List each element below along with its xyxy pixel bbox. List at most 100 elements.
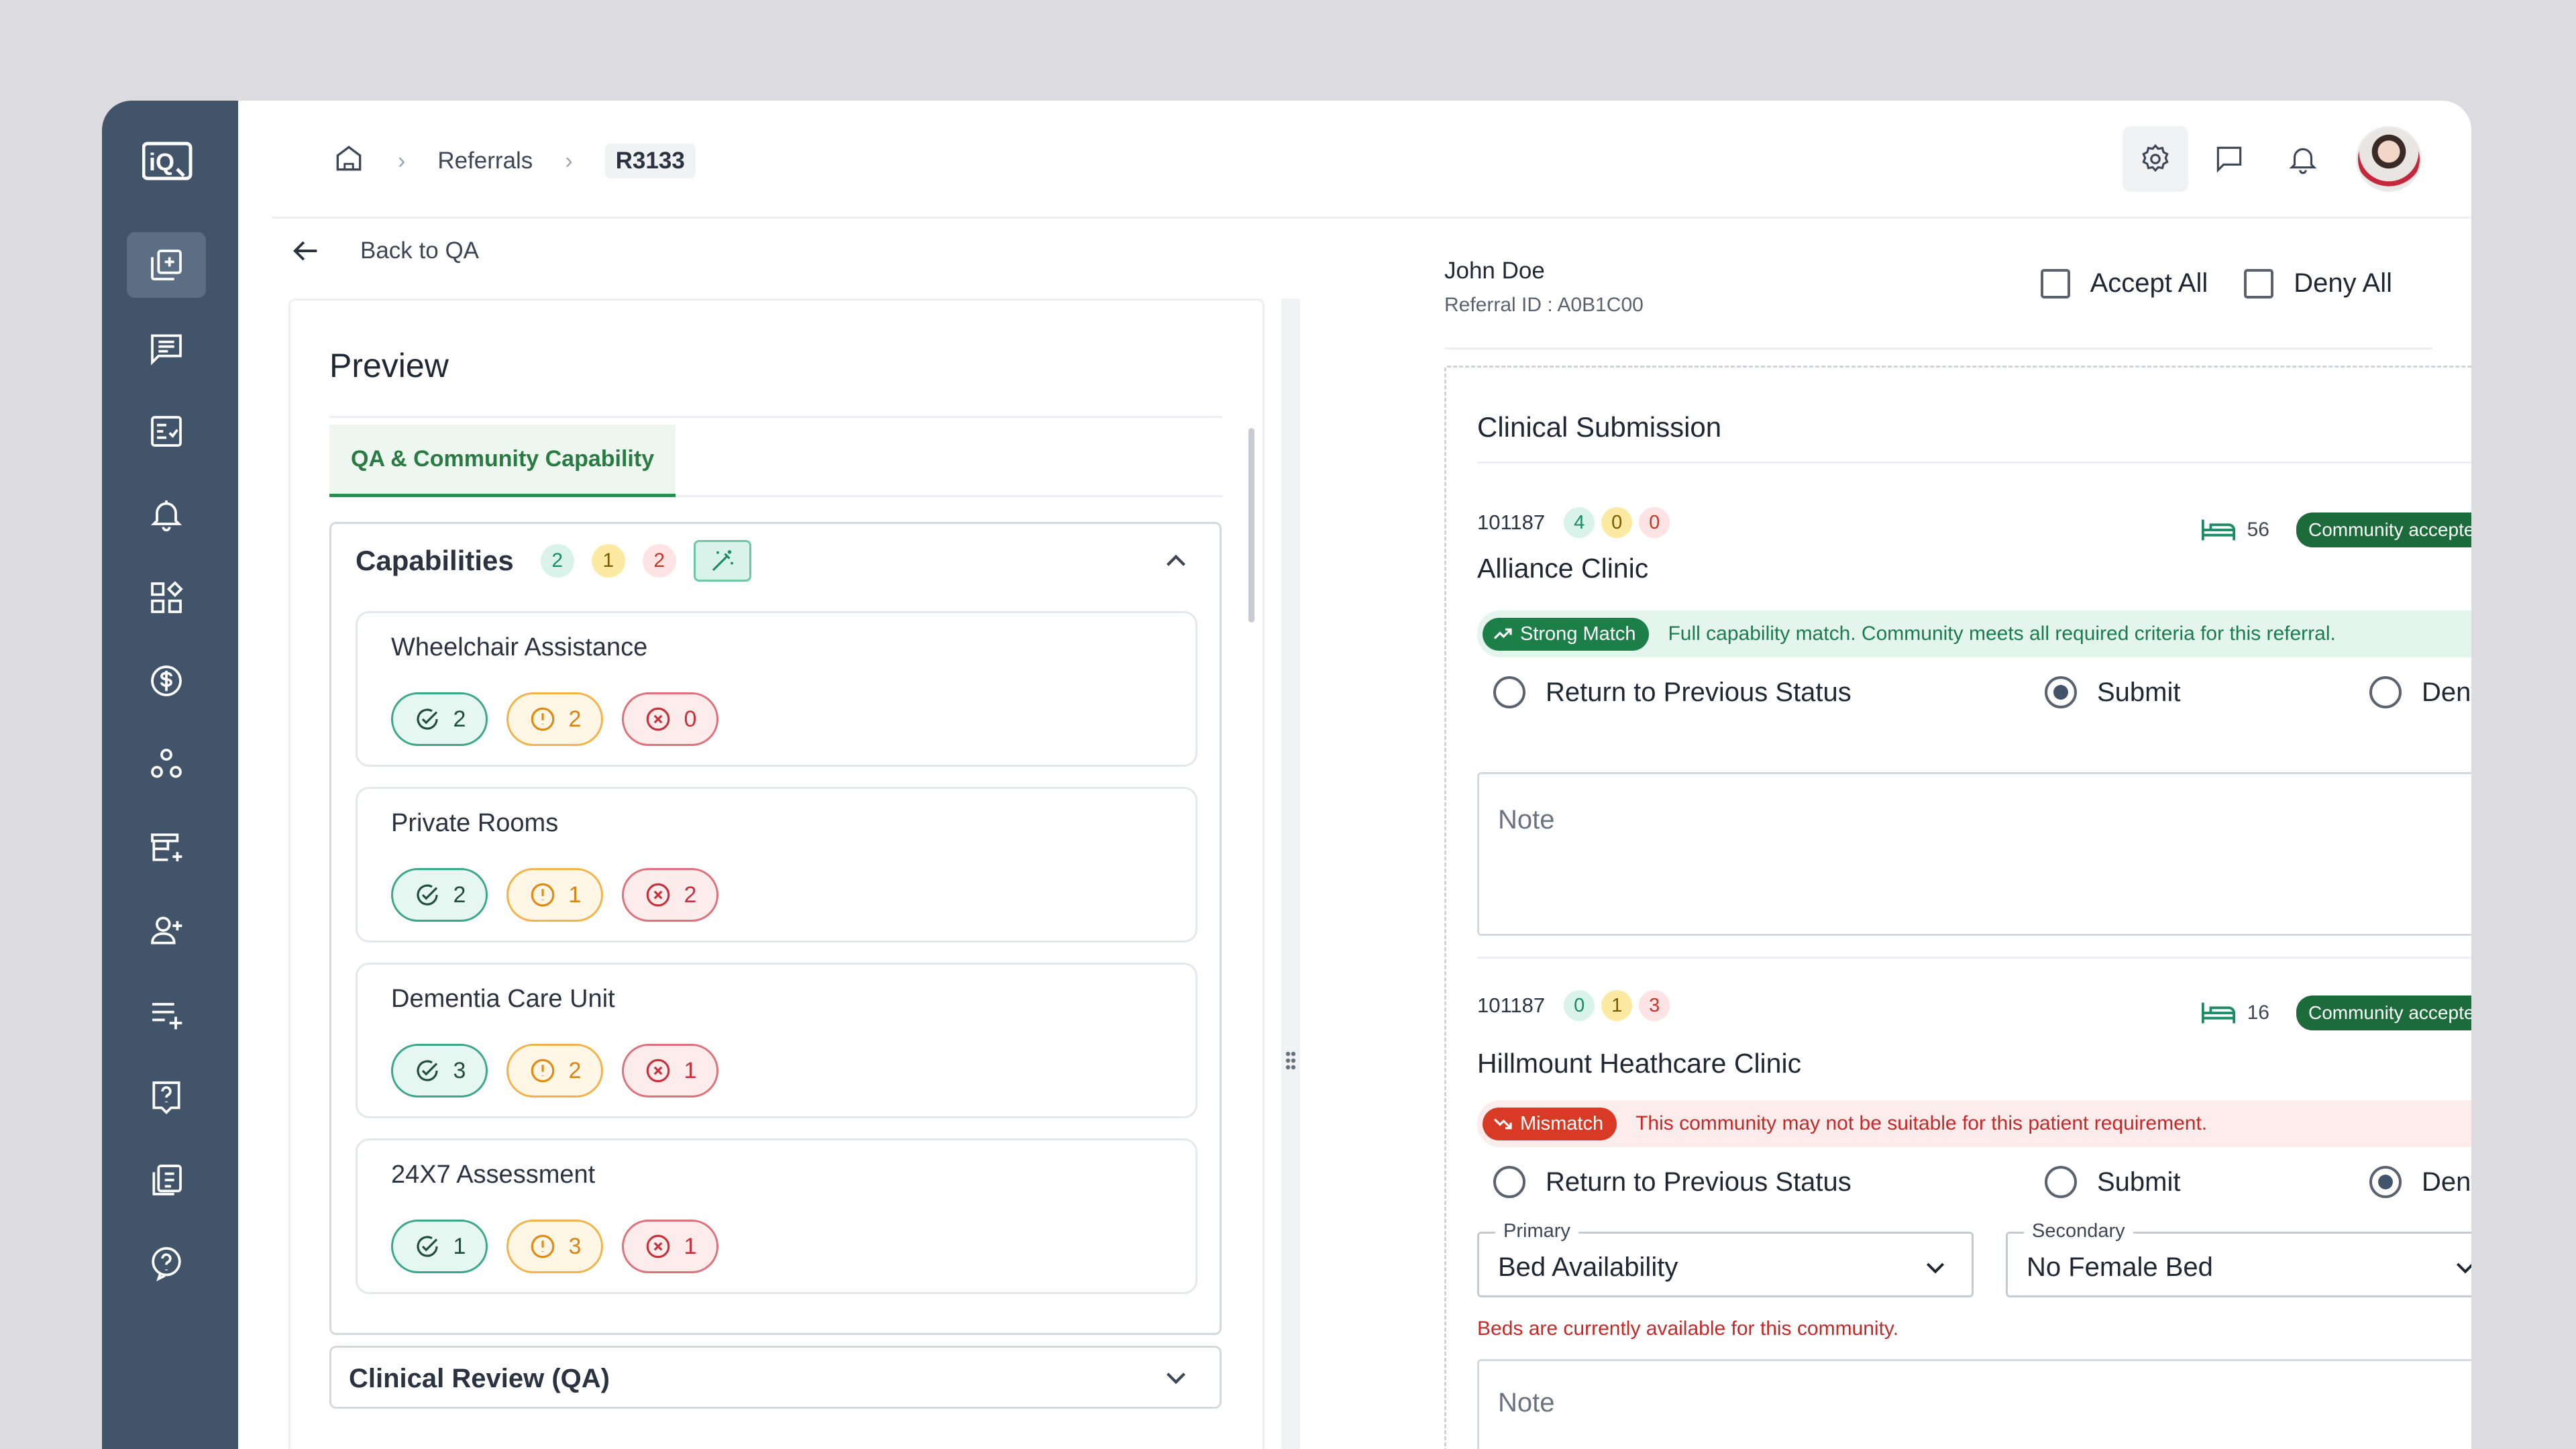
check-circle-icon: [417, 1236, 438, 1257]
tab-qa-community-capability[interactable]: QA & Community Capability: [329, 425, 676, 497]
sidebar-item-referrals[interactable]: [127, 232, 206, 298]
sidebar-item-add-user[interactable]: [127, 898, 206, 963]
preview-panel: Preview QA & Community Capability Capabi…: [288, 299, 1265, 1449]
bell-icon: [2289, 148, 2317, 174]
deny-all-label[interactable]: Deny All: [2294, 268, 2392, 298]
x-circle-icon: [646, 707, 669, 731]
pass-count-pill[interactable]: 2: [391, 692, 488, 746]
breadcrumb-current: R3133: [604, 144, 696, 178]
radio-deny[interactable]: Deny: [2369, 1166, 2471, 1198]
fail-count-pill[interactable]: 0: [622, 692, 718, 746]
help-circle-icon: [152, 1246, 181, 1282]
pass-count-pill[interactable]: 3: [391, 1044, 488, 1097]
sidebar-item-help[interactable]: [127, 1230, 206, 1296]
breadcrumb-referrals[interactable]: Referrals: [437, 148, 533, 174]
store-add-icon: [151, 833, 182, 861]
accept-all-label[interactable]: Accept All: [2090, 268, 2208, 298]
x-circle-icon: [646, 883, 669, 907]
app-logo[interactable]: iQ: [142, 140, 193, 182]
fail-count-pill[interactable]: 1: [622, 1220, 718, 1273]
add-user-icon: [151, 916, 182, 945]
preview-title: Preview: [329, 347, 449, 384]
sidebar-item-tasks[interactable]: [127, 398, 206, 464]
clinical-review-section[interactable]: Clinical Review (QA): [329, 1346, 1222, 1409]
svg-text:iQ: iQ: [149, 148, 174, 176]
radio-return-previous[interactable]: Return to Previous Status: [1493, 676, 1851, 708]
chevron-up-icon[interactable]: [1159, 544, 1193, 578]
alert-circle-icon: [531, 707, 554, 731]
radio-deny[interactable]: Deny: [2369, 676, 2471, 708]
radio-submit[interactable]: Submit: [2045, 676, 2181, 708]
count-badge-ok: 2: [540, 544, 574, 578]
sidebar-item-add-store[interactable]: [127, 814, 206, 880]
secondary-reason-select[interactable]: Secondary No Female Bed: [2006, 1220, 2471, 1297]
accept-all-checkbox[interactable]: [2040, 268, 2070, 299]
home-icon[interactable]: [332, 142, 366, 181]
deny-all-checkbox[interactable]: [2244, 268, 2274, 299]
sidebar-item-add-list[interactable]: [127, 981, 206, 1046]
radio-return-previous[interactable]: Return to Previous Status: [1493, 1166, 1851, 1198]
chevron-right-icon: ›: [565, 148, 573, 174]
warning-count-pill[interactable]: 2: [506, 692, 603, 746]
fail-count-pill[interactable]: 1: [622, 1044, 718, 1097]
avatar[interactable]: [2356, 126, 2422, 192]
count-badge-fail: 2: [642, 544, 676, 578]
bed-count: 16: [2247, 1002, 2269, 1024]
sidebar-item-community[interactable]: [127, 731, 206, 797]
chevron-down-icon: [1926, 1263, 1945, 1274]
notifications-button[interactable]: [2270, 126, 2336, 192]
mismatch-banner: Mismatch This community may not be suita…: [1477, 1100, 2471, 1147]
help-box-icon: [152, 1081, 180, 1114]
mismatch-text: This community may not be suitable for t…: [1635, 1112, 2208, 1134]
mismatch-chip: Mismatch: [1483, 1107, 1617, 1140]
pass-count-pill[interactable]: 1: [391, 1220, 488, 1273]
primary-reason-select[interactable]: Primary Bed Availability: [1477, 1220, 1974, 1297]
chat-icon: [2216, 146, 2242, 173]
sidebar-item-reports[interactable]: [127, 1147, 206, 1213]
clinical-submission-title: Clinical Submission: [1477, 411, 1722, 443]
chat-button[interactable]: [2196, 126, 2262, 192]
warning-count-pill[interactable]: 3: [506, 1220, 603, 1273]
fail-count-pill[interactable]: 2: [622, 868, 718, 922]
match-banner: Strong Match Full capability match. Comm…: [1477, 610, 2471, 657]
back-link[interactable]: Back to QA: [288, 233, 479, 268]
capabilities-header[interactable]: Capabilities 2 1 2: [356, 537, 751, 584]
resize-handle[interactable]: [1281, 299, 1300, 1449]
sidebar-item-widgets[interactable]: [127, 565, 206, 631]
widgets-icon: [151, 581, 183, 613]
check-circle-icon: [417, 884, 438, 906]
warning-count-pill[interactable]: 1: [506, 868, 603, 922]
note-field[interactable]: Note: [1477, 1359, 2471, 1449]
decision-radio-group: Return to Previous Status Submit Deny: [1493, 676, 2471, 716]
warning-count-pill[interactable]: 2: [506, 1044, 603, 1097]
capabilities-title: Capabilities: [356, 545, 514, 576]
x-circle-icon: [646, 1234, 669, 1258]
community-card: 101187 4 0 0 Alliance Clinic 56 Communit…: [1477, 507, 2471, 936]
primary-label: Primary: [1495, 1220, 1578, 1242]
magic-wand-button[interactable]: [693, 540, 751, 582]
radio-submit[interactable]: Submit: [2045, 1166, 2181, 1198]
community-name: Alliance Clinic: [1477, 553, 1649, 584]
note-field[interactable]: Note: [1477, 772, 2471, 936]
error-message: Beds are currently available for this co…: [1477, 1318, 1899, 1340]
alert-circle-icon: [531, 1234, 554, 1258]
settings-button[interactable]: [2123, 126, 2188, 192]
pass-count-pill[interactable]: 2: [391, 868, 488, 922]
sidebar-item-billing[interactable]: [127, 648, 206, 714]
count-badge-fail: 3: [1639, 990, 1670, 1021]
sidebar-item-notifications[interactable]: [127, 482, 206, 547]
capability-name: Dementia Care Unit: [391, 985, 615, 1013]
arrow-left-icon: [293, 241, 317, 261]
scrollbar[interactable]: [1248, 428, 1254, 623]
count-badge-warn: 0: [1601, 507, 1633, 538]
trending-down-icon: [1493, 1118, 1512, 1130]
magic-wand-icon: [712, 550, 733, 572]
sidebar-item-faq[interactable]: [127, 1064, 206, 1130]
sidebar-item-messages[interactable]: [127, 315, 206, 381]
report-icon: [152, 1165, 182, 1195]
tasks-icon: [151, 416, 182, 447]
tab-bar: QA & Community Capability: [329, 425, 1222, 497]
community-id: 101187: [1477, 994, 1546, 1017]
community-id-row: 101187 4 0 0: [1477, 507, 1676, 538]
divider: [1477, 462, 2471, 464]
